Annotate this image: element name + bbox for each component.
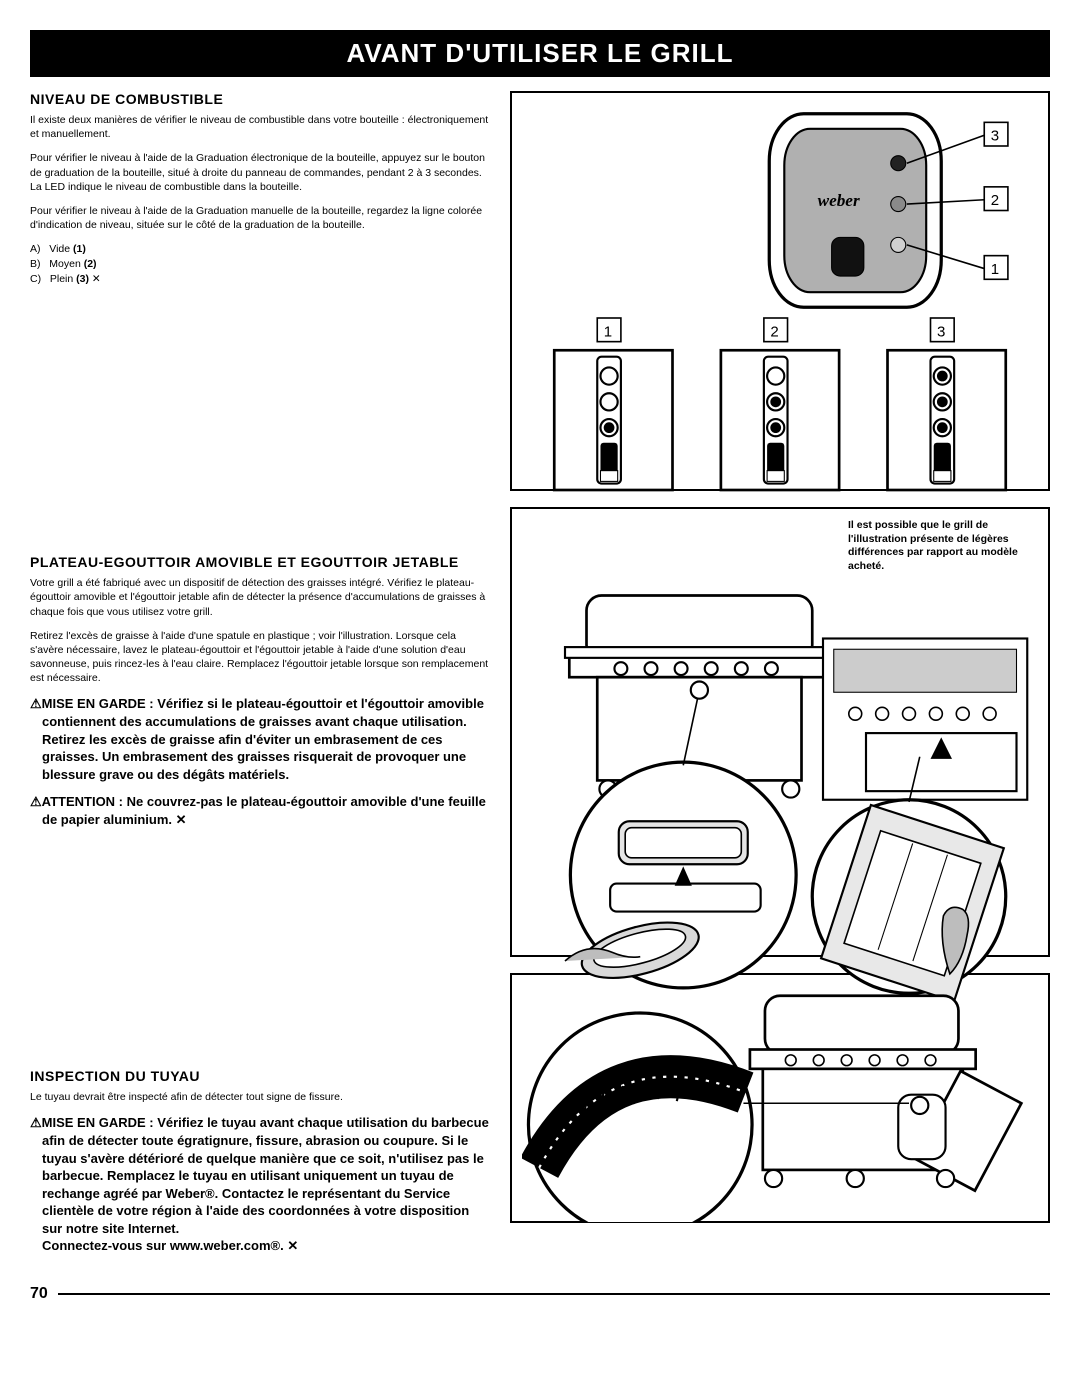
drip-illustration-box: Il est possible que le grill de l'illust…	[510, 507, 1050, 957]
drip-p1: Votre grill a été fabriqué avec un dispo…	[30, 576, 490, 619]
drip-note: Il est possible que le grill de l'illust…	[848, 519, 1038, 574]
drip-warn1: ⚠MISE EN GARDE : Vérifiez si le plateau-…	[30, 695, 490, 783]
legend-b-text: Moyen	[49, 258, 83, 270]
page-footer: 70	[30, 1285, 1050, 1303]
left-column: NIVEAU DE COMBUSTIBLE Il existe deux man…	[30, 91, 490, 1265]
hose-warn-link: Connectez-vous sur www.weber.com®. ✕	[42, 1238, 298, 1253]
fuel-p3: Pour vérifier le niveau à l'aide de la G…	[30, 204, 490, 232]
callout-3: 3	[991, 128, 999, 145]
hose-diagram	[522, 985, 1038, 1222]
legend-c-text: Plein	[50, 273, 76, 285]
legend-b-num: (2)	[84, 258, 97, 270]
legend-a-num: (1)	[73, 243, 86, 255]
callout-1: 1	[991, 261, 999, 278]
right-column: weber 3 2 1	[510, 91, 1050, 1265]
hose-p1: Le tuyau devrait être inspecté afin de d…	[30, 1090, 490, 1104]
fuel-p1: Il existe deux manières de vérifier le n…	[30, 113, 490, 141]
legend-b: B) Moyen (2)	[30, 257, 490, 272]
legend-a-text: Vide	[49, 243, 73, 255]
fuel-illustration-box: weber 3 2 1	[510, 91, 1050, 491]
hose-illustration-box	[510, 973, 1050, 1223]
legend-c-marker: ✕	[92, 273, 101, 285]
fuel-p2: Pour vérifier le niveau à l'aide de la G…	[30, 151, 490, 194]
brand-label: weber	[818, 191, 860, 210]
state-2-label: 2	[770, 323, 778, 340]
drip-warn2: ⚠ATTENTION : Ne couvrez-pas le plateau-é…	[30, 793, 490, 828]
fuel-legend: A) Vide (1) B) Moyen (2) C) Plein (3) ✕	[30, 242, 490, 286]
drip-heading: PLATEAU-EGOUTTOIR AMOVIBLE ET EGOUTTOIR …	[30, 554, 490, 570]
page-number: 70	[30, 1285, 48, 1303]
legend-c-label: C)	[30, 273, 41, 285]
fuel-heading: NIVEAU DE COMBUSTIBLE	[30, 91, 490, 107]
drip-tray-diagram	[522, 574, 1038, 1004]
callout-2: 2	[991, 192, 999, 209]
page-title: AVANT D'UTILISER LE GRILL	[30, 30, 1050, 77]
state-3-label: 3	[937, 323, 945, 340]
legend-a-label: A)	[30, 243, 41, 255]
drip-p2: Retirez l'excès de graisse à l'aide d'un…	[30, 629, 490, 686]
main-columns: NIVEAU DE COMBUSTIBLE Il existe deux man…	[30, 91, 1050, 1265]
fuel-gauge-diagram: weber 3 2 1	[522, 103, 1038, 501]
legend-a: A) Vide (1)	[30, 242, 490, 257]
hose-warn: ⚠MISE EN GARDE : Vérifiez le tuyau avant…	[30, 1114, 490, 1254]
hose-warn-text: ⚠MISE EN GARDE : Vérifiez le tuyau avant…	[30, 1115, 489, 1235]
legend-c: C) Plein (3) ✕	[30, 272, 490, 287]
hose-heading: INSPECTION DU TUYAU	[30, 1068, 490, 1084]
legend-c-num: (3)	[76, 273, 89, 285]
state-1-label: 1	[604, 323, 612, 340]
legend-b-label: B)	[30, 258, 41, 270]
footer-rule	[58, 1293, 1050, 1295]
